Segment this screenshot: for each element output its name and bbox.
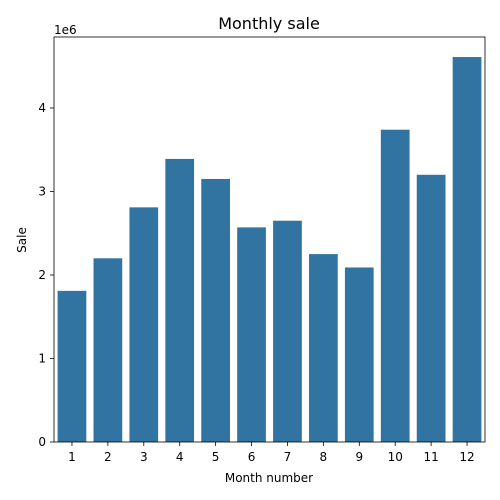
bar-month-4 <box>165 158 195 443</box>
y-tick-label: 1 <box>38 351 46 365</box>
y-tick-label: 0 <box>38 435 46 449</box>
bar-month-1 <box>57 290 87 442</box>
bar-month-7 <box>273 220 302 442</box>
x-tick-label: 7 <box>284 450 292 464</box>
x-tick-label: 6 <box>248 450 256 464</box>
chart-title: Monthly sale <box>218 14 320 33</box>
y-axis-title: Sale <box>15 227 29 253</box>
bar-month-11 <box>416 174 446 442</box>
x-tick-label: 1 <box>68 450 76 464</box>
y-axis-offset-label: 1e6 <box>54 23 77 37</box>
x-tick-label: 3 <box>140 450 148 464</box>
y-tick-label: 3 <box>38 184 46 198</box>
x-ticks-group: 1 2 3 4 5 6 7 8 9 10 11 12 <box>68 442 475 464</box>
bar-month-5 <box>201 178 230 442</box>
plot-frame <box>53 36 486 443</box>
y-tick-label: 2 <box>38 268 46 282</box>
x-tick-label: 9 <box>355 450 363 464</box>
bar-month-8 <box>309 254 338 442</box>
bar-month-10 <box>380 129 410 442</box>
bar-month-2 <box>93 258 123 442</box>
y-ticks-group: 0 1 2 3 4 <box>38 101 54 449</box>
bar-month-6 <box>237 227 266 442</box>
bar-month-12 <box>452 57 482 442</box>
y-tick-label: 4 <box>38 101 46 115</box>
x-tick-label: 5 <box>212 450 220 464</box>
bar-month-9 <box>344 267 374 442</box>
x-tick-label: 11 <box>423 450 438 464</box>
axes-group <box>53 36 486 443</box>
x-tick-label: 10 <box>388 450 403 464</box>
x-tick-label: 12 <box>459 450 474 464</box>
x-tick-label: 4 <box>176 450 184 464</box>
x-tick-label: 2 <box>104 450 112 464</box>
x-tick-label: 8 <box>320 450 328 464</box>
bar-month-3 <box>129 207 159 442</box>
x-axis-title: Month number <box>225 471 313 485</box>
bars-group <box>57 57 482 443</box>
